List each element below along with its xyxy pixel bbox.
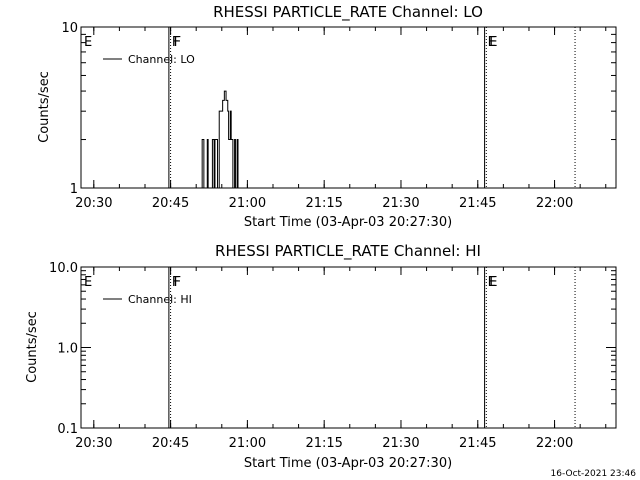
flag-label: E bbox=[489, 275, 497, 290]
lo-y-axis-label: Counts/sec bbox=[37, 71, 52, 143]
flag-label: E bbox=[489, 35, 497, 50]
y-tick-label: 1.0 bbox=[57, 342, 78, 357]
x-tick-label: 21:00 bbox=[229, 436, 266, 451]
x-tick-label: 22:00 bbox=[536, 196, 573, 211]
hi-plot-frame bbox=[80, 266, 617, 429]
lo-chart-title: RHESSI PARTICLE_RATE Channel: LO bbox=[213, 3, 483, 22]
series-line bbox=[201, 90, 240, 189]
hi-x-axis-label: Start Time (03-Apr-03 20:27:30) bbox=[244, 456, 452, 471]
hi-legend-label: Channel: HI bbox=[128, 293, 192, 306]
flag-label: F bbox=[174, 35, 181, 50]
x-tick-label: 20:45 bbox=[152, 196, 189, 211]
flag-label: E bbox=[84, 35, 92, 50]
x-tick-label: 21:00 bbox=[229, 196, 266, 211]
flag-label: E bbox=[488, 35, 496, 50]
x-tick-label: 21:30 bbox=[382, 436, 419, 451]
flag-label: F bbox=[174, 275, 181, 290]
hi-channel-chart: RHESSI PARTICLE_RATE Channel: HI Start T… bbox=[25, 242, 617, 471]
x-tick-label: 21:15 bbox=[305, 196, 342, 211]
lo-legend-label: Channel: LO bbox=[128, 53, 195, 66]
x-tick-label: 20:30 bbox=[75, 196, 112, 211]
y-tick-label: 0.1 bbox=[57, 422, 78, 437]
hi-legend: Channel: HI bbox=[103, 293, 192, 306]
lo-legend: Channel: LO bbox=[103, 53, 195, 66]
lo-channel-chart: RHESSI PARTICLE_RATE Channel: LO Start T… bbox=[37, 3, 617, 230]
x-tick-label: 21:45 bbox=[459, 436, 496, 451]
footer-timestamp: 16-Oct-2021 23:46 bbox=[551, 469, 637, 479]
y-tick-label: 1 bbox=[70, 182, 78, 197]
flag-label: F bbox=[172, 275, 179, 290]
hi-chart-title: RHESSI PARTICLE_RATE Channel: HI bbox=[215, 242, 481, 261]
x-tick-label: 21:15 bbox=[305, 436, 342, 451]
lo-plot-frame bbox=[80, 26, 617, 189]
lo-axis-ticks: 20:30 20:45 21:00 21:15 21:30 21:45 22:00 1 10 bbox=[61, 21, 616, 211]
y-tick-label: 10 bbox=[61, 21, 78, 36]
flag-label: E bbox=[488, 275, 496, 290]
x-tick-label: 20:45 bbox=[152, 436, 189, 451]
x-tick-label: 22:00 bbox=[536, 436, 573, 451]
lo-series-group bbox=[201, 90, 240, 189]
flag-label: E bbox=[84, 275, 92, 290]
y-tick-label: 10.0 bbox=[49, 261, 78, 276]
lo-flag-lines: E FF EE bbox=[80, 27, 576, 188]
lo-x-axis-label: Start Time (03-Apr-03 20:27:30) bbox=[244, 215, 452, 230]
flag-label: F bbox=[172, 35, 179, 50]
x-tick-label: 21:30 bbox=[382, 196, 419, 211]
hi-y-axis-label: Counts/sec bbox=[25, 311, 40, 383]
hi-flag-lines: E FF EE bbox=[80, 267, 576, 428]
x-tick-label: 20:30 bbox=[75, 436, 112, 451]
hi-axis-ticks: 20:30 20:45 21:00 21:15 21:30 21:45 22:00 0.1 1.… bbox=[49, 261, 616, 451]
x-tick-label: 21:45 bbox=[459, 196, 496, 211]
